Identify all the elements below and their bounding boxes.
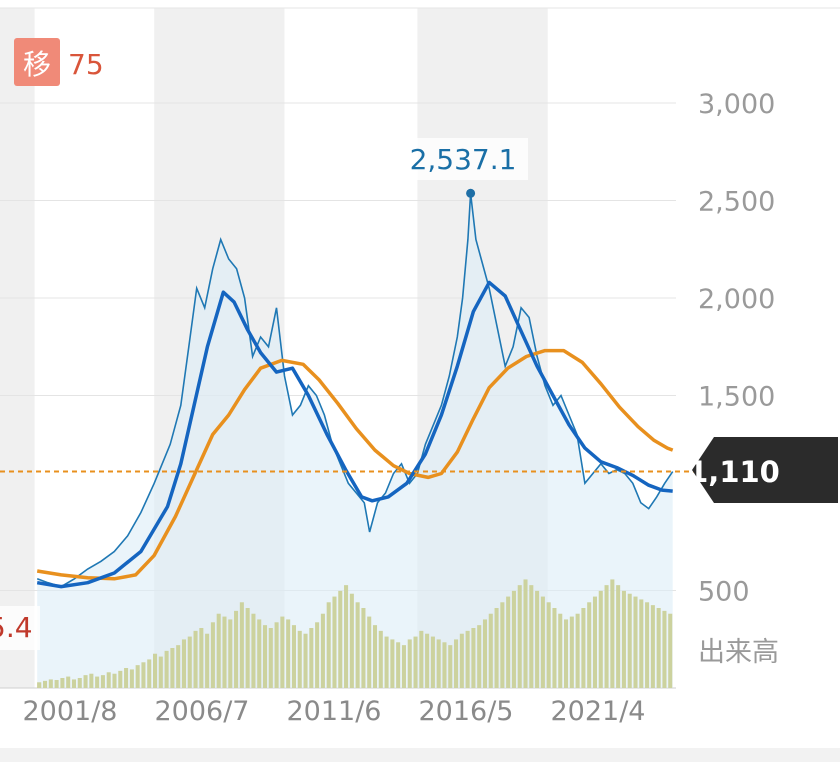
x-tick-label-0: 2001/8 <box>23 696 118 727</box>
peak-marker <box>466 188 476 198</box>
y-axis-ticks: 500 1,500 2,000 2,500 3,000 <box>698 89 775 608</box>
y-tick-label-1: 1,500 <box>698 382 775 413</box>
peak-label: 2,537.1 <box>410 143 517 176</box>
x-axis-ticks: 2001/8 2006/7 2011/6 2016/5 2021/4 <box>23 696 646 727</box>
price-line <box>36 193 674 588</box>
low-label: 5.4 <box>0 611 33 644</box>
bottom-strip <box>0 748 840 762</box>
y-tick-label-2: 2,000 <box>698 284 775 315</box>
peak-label-background <box>398 138 528 180</box>
legend-chip-text: 移 <box>23 48 51 81</box>
legend-value: 75 <box>68 48 104 81</box>
volume-axis-label: 出来高 <box>698 637 779 668</box>
y-tick-label-0: 500 <box>698 577 750 608</box>
x-tick-label-3: 2016/5 <box>419 696 514 727</box>
legend: 移 75 <box>14 38 104 86</box>
x-tick-label-4: 2021/4 <box>551 696 646 727</box>
current-price-badge: 1,110 <box>688 437 838 503</box>
low-annotation: 5.4 <box>0 606 40 650</box>
legend-chip <box>14 38 60 86</box>
current-price-text: 1,110 <box>688 455 780 489</box>
y-tick-label-4: 3,000 <box>698 89 775 120</box>
current-price-badge-shape <box>692 437 838 503</box>
moving-average-long-line <box>36 348 674 581</box>
y-tick-label-3: 2,500 <box>698 187 775 218</box>
low-label-background <box>0 606 40 650</box>
price-area <box>37 193 673 689</box>
peak-annotation: 2,537.1 <box>398 138 528 198</box>
x-tick-label-1: 2006/7 <box>155 696 250 727</box>
x-tick-label-2: 2011/6 <box>287 696 382 727</box>
moving-average-short-line <box>36 280 673 589</box>
year-band-0 <box>0 8 35 688</box>
